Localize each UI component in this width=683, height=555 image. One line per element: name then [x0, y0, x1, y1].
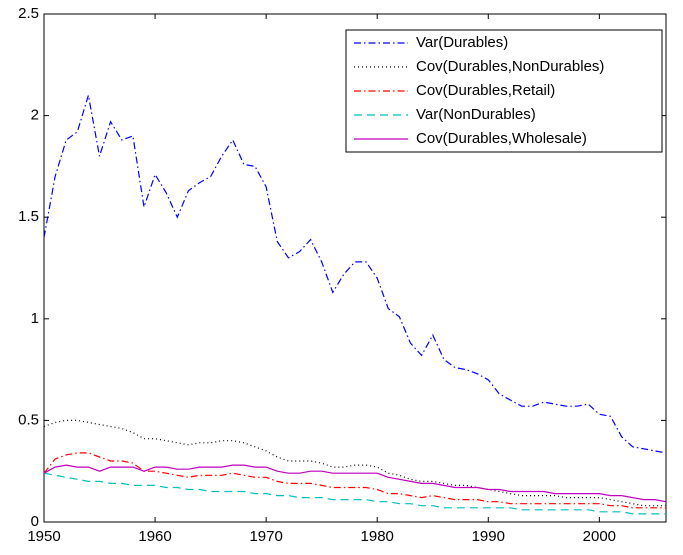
y-tick-label: 1.5 — [18, 208, 39, 225]
x-tick-label: 1990 — [472, 528, 505, 545]
legend-label: Cov(Durables,Wholesale) — [416, 130, 587, 147]
x-tick-label: 1970 — [249, 528, 282, 545]
x-tick-label: 2000 — [583, 528, 616, 545]
legend-label: Cov(Durables,Retail) — [416, 82, 555, 99]
legend-label: Var(NonDurables) — [416, 106, 536, 123]
y-tick-label: 2.5 — [18, 5, 39, 22]
series-line — [43, 419, 666, 507]
y-tick-label: 0 — [31, 513, 39, 530]
x-tick-label: 1960 — [138, 528, 171, 545]
x-tick-label: 1950 — [27, 528, 60, 545]
series-line — [43, 452, 666, 509]
series-line — [43, 95, 667, 454]
legend-label: Var(Durables) — [416, 34, 508, 51]
y-tick-label: 0.5 — [18, 411, 39, 428]
legend-label: Cov(Durables,NonDurables) — [416, 58, 604, 75]
y-tick-label: 1 — [31, 310, 39, 327]
y-tick-label: 2 — [31, 107, 39, 124]
series-line — [43, 464, 667, 503]
x-tick-label: 1980 — [361, 528, 394, 545]
series-line — [43, 472, 666, 515]
